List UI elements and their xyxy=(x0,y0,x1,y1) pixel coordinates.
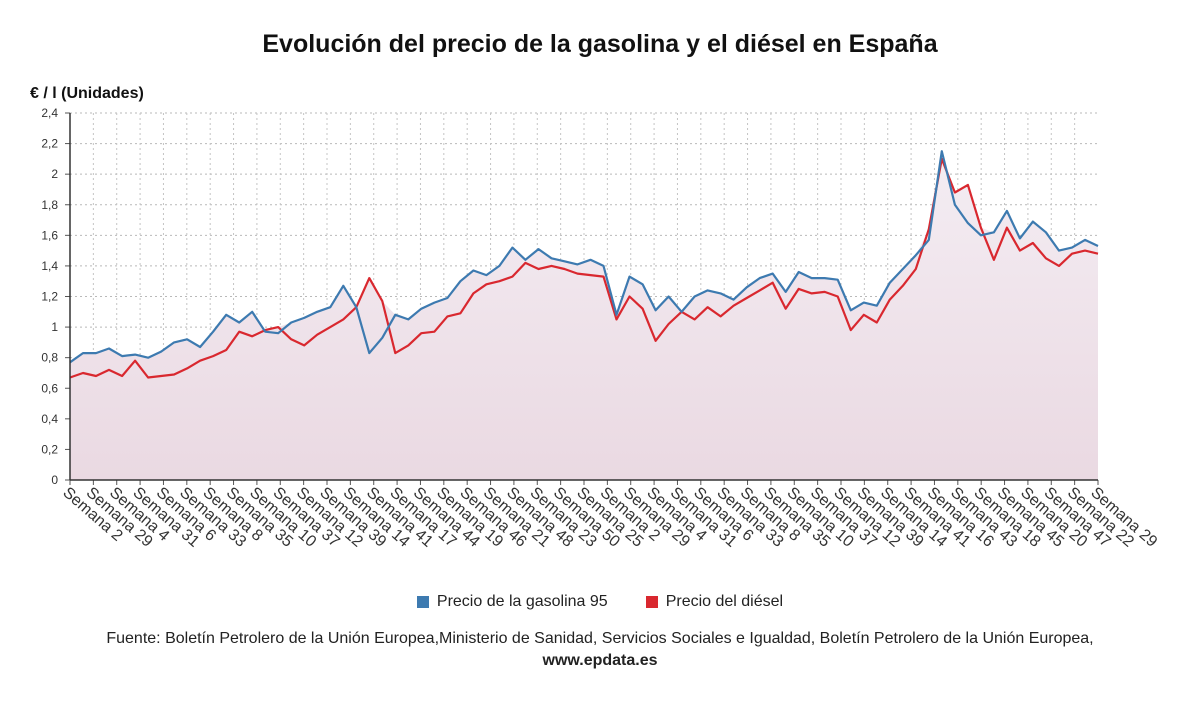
y-axis-unit-label: € / l (Unidades) xyxy=(30,85,144,102)
series-line-diesel xyxy=(69,157,1099,379)
legend-item-gasolina[interactable]: Precio de la gasolina 95 xyxy=(416,593,608,611)
y-tick-label: 2 xyxy=(51,167,58,181)
series-area xyxy=(70,151,1098,480)
legend-swatch-diesel xyxy=(645,596,658,608)
y-tick-label: 0,2 xyxy=(41,442,58,456)
y-tick-label: 2,2 xyxy=(41,137,58,151)
y-tick-label: 2,4 xyxy=(41,106,58,120)
y-tick-label: 0,6 xyxy=(41,381,58,395)
legend-label-gasolina: Precio de la gasolina 95 xyxy=(436,593,608,610)
source-text: Fuente: Boletín Petrolero de la Unión Eu… xyxy=(106,630,1094,647)
y-tick-label: 1,4 xyxy=(41,259,58,273)
area-fill xyxy=(70,151,1098,480)
y-tick-label: 1,8 xyxy=(41,198,58,212)
legend-swatch-gasolina xyxy=(416,596,429,608)
legend-item-diesel[interactable]: Precio del diésel xyxy=(645,593,784,611)
series-lines xyxy=(69,150,1099,379)
y-tick-labels: 0 0,2 0,4 0,6 0,8 1 1,2 1,4 1,6 1,8 2 2,2 2,4 xyxy=(41,106,58,487)
y-tick-label: 0,4 xyxy=(41,412,58,426)
y-tick-label: 0 xyxy=(51,473,58,487)
source-note: Fuente: Boletín Petrolero de la Unión Eu… xyxy=(70,628,1130,672)
chart-title: Evolución del precio de la gasolina y el… xyxy=(262,30,938,58)
legend: Precio de la gasolina 95 Precio del diés… xyxy=(0,593,1200,611)
y-tick-label: 1 xyxy=(51,320,58,334)
legend-label-diesel: Precio del diésel xyxy=(665,593,784,610)
axes xyxy=(65,112,1099,485)
y-tick-label: 1,2 xyxy=(41,290,58,304)
source-url[interactable]: www.epdata.es xyxy=(542,652,658,669)
series-line-gasolina xyxy=(69,150,1099,364)
y-tick-label: 0,8 xyxy=(41,351,58,365)
y-tick-label: 1,6 xyxy=(41,228,58,242)
